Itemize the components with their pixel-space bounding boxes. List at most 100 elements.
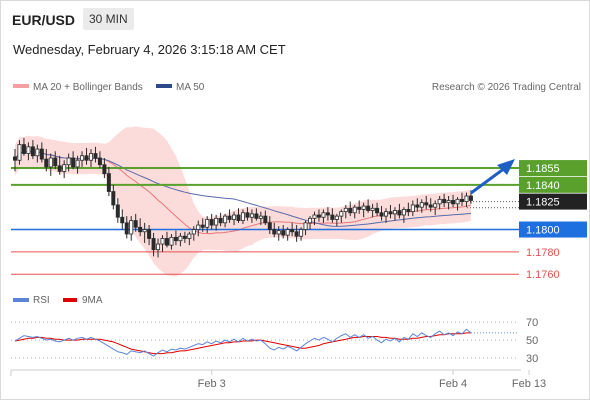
candle	[276, 226, 281, 241]
candle-body	[200, 224, 205, 228]
candle	[415, 198, 420, 212]
candle	[321, 209, 326, 223]
candle	[53, 151, 58, 170]
candle	[464, 192, 469, 208]
candle	[223, 213, 228, 228]
candle-body	[191, 229, 196, 235]
candle-body	[35, 148, 40, 157]
rsi-line	[14, 328, 472, 357]
candle	[249, 209, 254, 223]
candle	[299, 227, 304, 241]
candle	[129, 216, 134, 241]
candle-body	[156, 243, 161, 251]
candle	[97, 151, 102, 169]
candle	[308, 216, 313, 230]
legend-swatch-9ma	[63, 298, 77, 302]
candle-body	[325, 212, 330, 216]
candle-body	[39, 148, 44, 160]
candle	[187, 231, 192, 246]
candle	[173, 230, 178, 246]
candle	[419, 199, 424, 213]
candle-body	[379, 212, 384, 217]
candle	[93, 146, 98, 163]
candle-body	[316, 214, 321, 218]
candle	[35, 144, 40, 163]
credit-text: Research © 2026 Trading Central	[432, 82, 581, 93]
resistance-label-1.1840: 1.1840	[526, 180, 560, 192]
candle-body	[209, 219, 214, 226]
candle-body	[124, 222, 129, 235]
legend-swatch-ma20-bb	[13, 84, 29, 88]
candle	[151, 232, 156, 257]
candle	[281, 225, 286, 239]
candle	[406, 202, 411, 217]
candle-body	[214, 217, 219, 226]
candle-body	[227, 215, 232, 220]
candle-body	[62, 164, 67, 172]
candle	[357, 200, 362, 214]
timeframe-badge[interactable]: 30 MIN	[83, 8, 134, 30]
candle	[62, 160, 67, 179]
candle-body	[102, 164, 107, 175]
candle-body	[419, 202, 424, 208]
candle	[459, 192, 464, 207]
resistance-tag-1.1855	[519, 160, 587, 177]
candle-body	[339, 211, 344, 217]
candle-body	[21, 144, 26, 154]
candle-body	[285, 229, 290, 236]
candle	[191, 226, 196, 241]
rsi-9ma-line	[14, 332, 471, 355]
candle-body	[129, 220, 134, 235]
candle-body	[115, 204, 120, 218]
candle-body	[357, 206, 362, 210]
candle	[437, 196, 442, 210]
forecast-arrow-head	[497, 159, 515, 175]
candle	[75, 155, 80, 174]
resistance-label-1.1855: 1.1855	[526, 163, 560, 175]
rsi-tick-label: 30	[526, 353, 538, 365]
candle-body	[299, 229, 304, 237]
candle-body	[142, 229, 147, 233]
candle	[26, 142, 31, 161]
candle-body	[66, 157, 71, 166]
x-tick-label: Feb 13	[512, 378, 546, 390]
candle	[325, 207, 330, 221]
candle	[142, 222, 147, 243]
candle-body	[276, 230, 281, 235]
candle	[102, 158, 107, 179]
support-label-1.1760: 1.1760	[526, 269, 560, 281]
candle-body	[464, 195, 469, 202]
instrument-title: EUR/USD	[12, 12, 76, 28]
candle-body	[401, 209, 406, 216]
candle-body	[88, 153, 93, 161]
candle-body	[312, 214, 317, 219]
candle	[312, 211, 317, 226]
candle	[30, 140, 35, 160]
candle-body	[48, 157, 53, 168]
candle-body	[459, 198, 464, 202]
candle	[66, 153, 71, 172]
candle-body	[178, 235, 183, 242]
candle-body	[147, 229, 152, 239]
candle	[442, 193, 447, 208]
candle	[375, 202, 380, 217]
candle-body	[164, 238, 169, 246]
candle	[48, 153, 53, 176]
candle	[21, 137, 26, 156]
candle-body	[111, 191, 116, 206]
candle	[138, 218, 143, 237]
candle	[205, 216, 210, 233]
candle	[272, 222, 277, 238]
candle-body	[223, 215, 228, 224]
candle-body	[53, 157, 58, 167]
rsi-tick-label: 70	[526, 317, 538, 329]
legend-label-ma20-bb: MA 20 + Bollinger Bands	[33, 82, 143, 93]
candle	[232, 211, 237, 226]
candle-body	[442, 198, 447, 204]
candle-body	[267, 222, 272, 230]
candle	[258, 211, 263, 226]
legend-swatch-ma50	[156, 84, 172, 88]
candle-body	[281, 230, 286, 236]
candle	[388, 204, 393, 219]
